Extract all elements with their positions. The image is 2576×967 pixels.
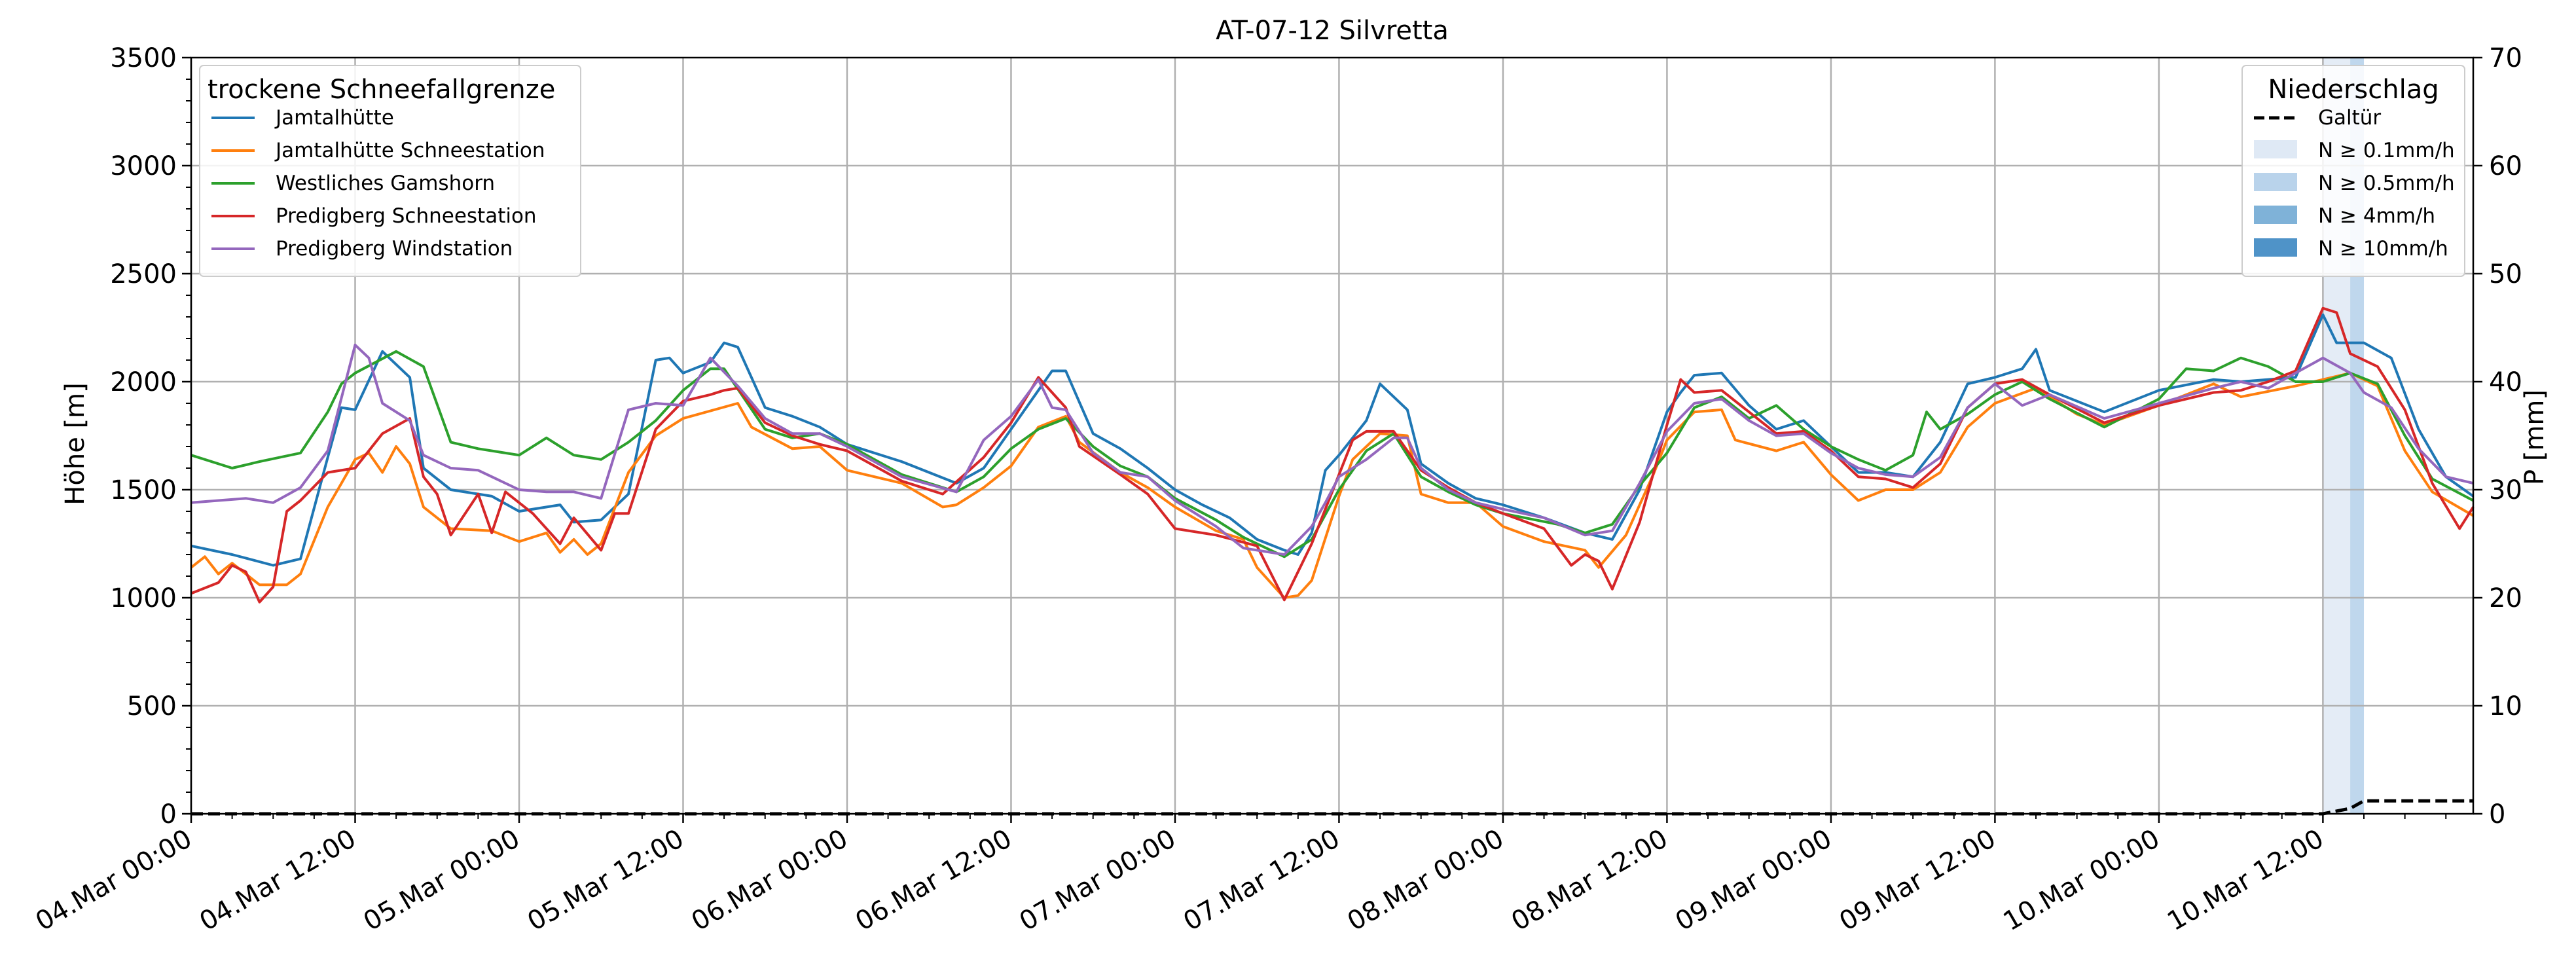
legend-swatch bbox=[2254, 238, 2297, 257]
legend-series-label: Westliches Gamshorn bbox=[276, 172, 495, 195]
legend-frame bbox=[2241, 65, 2465, 277]
y2-tick-label: 20 bbox=[2489, 583, 2522, 613]
series-line bbox=[190, 371, 2475, 599]
y-tick-label: 1000 bbox=[110, 583, 177, 613]
y2-tick-label: 30 bbox=[2489, 475, 2522, 505]
y2-tick-label: 10 bbox=[2489, 691, 2522, 721]
y-axis-label: Höhe [m] bbox=[60, 382, 90, 505]
y2-tick-label: 50 bbox=[2489, 259, 2522, 289]
grid-layer bbox=[190, 58, 2473, 814]
legend-level-label: N ≥ 0.5mm/h bbox=[2318, 172, 2455, 195]
y2-axis-label: P [mm] bbox=[2520, 390, 2550, 485]
y-tick-label: 500 bbox=[127, 691, 177, 721]
legend-title: trockene Schneefallgrenze bbox=[208, 75, 555, 105]
legend-swatch bbox=[2254, 140, 2297, 158]
y-tick-label: 1500 bbox=[110, 475, 177, 505]
chart-title: AT-07-12 Silvretta bbox=[1216, 16, 1449, 46]
legend-series-label: Predigberg Schneestation bbox=[276, 204, 537, 228]
legend-level-label: N ≥ 10mm/h bbox=[2318, 237, 2448, 261]
legend-series-label: Predigberg Windstation bbox=[276, 237, 513, 261]
series-line bbox=[190, 306, 2475, 604]
legend-title: Niederschlag bbox=[2268, 75, 2439, 105]
y-tick-label: 2500 bbox=[110, 259, 177, 289]
legend-frame bbox=[199, 65, 581, 277]
y2-tick-label: 0 bbox=[2489, 799, 2505, 830]
legend-level-label: N ≥ 0.1mm/h bbox=[2318, 139, 2455, 162]
y-tick-label: 0 bbox=[160, 799, 177, 830]
legend-swatch bbox=[2254, 173, 2297, 191]
legend-series-label: Jamtalhütte bbox=[274, 106, 394, 130]
y2-tick-label: 40 bbox=[2489, 367, 2522, 397]
y-tick-label: 2000 bbox=[110, 367, 177, 397]
series-line bbox=[190, 350, 2474, 558]
legend-series-label: Galtür bbox=[2318, 106, 2381, 130]
legend-series-label: Jamtalhütte Schneestation bbox=[274, 139, 545, 162]
y2-tick-label: 60 bbox=[2489, 151, 2522, 181]
series-line bbox=[190, 343, 2474, 556]
legend-level-label: N ≥ 4mm/h bbox=[2318, 204, 2435, 228]
y-tick-label: 3500 bbox=[110, 43, 177, 73]
legend-swatch bbox=[2254, 206, 2297, 224]
plot-frame bbox=[190, 56, 2475, 815]
y-tick-label: 3000 bbox=[110, 151, 177, 181]
y2-tick-label: 70 bbox=[2489, 43, 2522, 73]
series-line bbox=[190, 313, 2475, 567]
